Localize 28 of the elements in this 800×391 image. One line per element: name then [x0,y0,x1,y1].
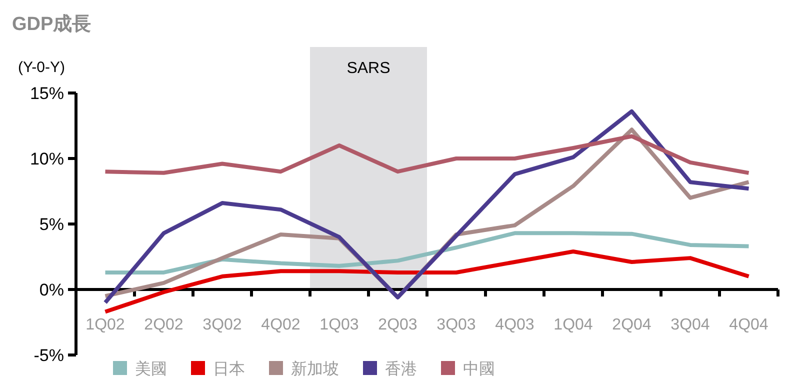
x-tick-label: 1Q04 [554,316,593,334]
x-tick-label: 2Q03 [378,316,418,334]
line-series [103,231,751,274]
x-tick-label: 3Q04 [670,316,710,334]
x-tick-label: 1Q02 [86,316,125,334]
line-series [103,250,751,314]
x-tick-label: 4Q03 [495,316,534,334]
band-label: SARS [346,60,390,77]
legend-label: 中國 [463,360,495,378]
y-tick-label: -5% [34,346,64,365]
y-tick-label: 0% [39,280,64,300]
y-tick-label: 5% [39,215,64,234]
legend-label: 香港 [385,360,417,378]
legend-label: 美國 [135,360,167,378]
x-tick-label: 3Q03 [436,316,476,334]
y-axis-title: (Y-0-Y) [18,59,65,76]
line-series [103,134,751,175]
chart-title: GDP成長 [12,13,92,35]
x-tick-label: 2Q02 [144,316,184,334]
legend-label: 新加坡 [291,360,339,378]
x-tick-label: 3Q02 [202,316,242,334]
x-tick-label: 1Q03 [320,316,359,334]
x-tick-label: 2Q04 [612,316,652,334]
legend-label: 日本 [213,360,245,378]
x-tick-label: 4Q04 [729,316,768,334]
x-tick-label: 4Q02 [261,316,300,334]
y-tick-label: 15% [30,84,64,103]
y-tick-label: 10% [30,150,64,168]
